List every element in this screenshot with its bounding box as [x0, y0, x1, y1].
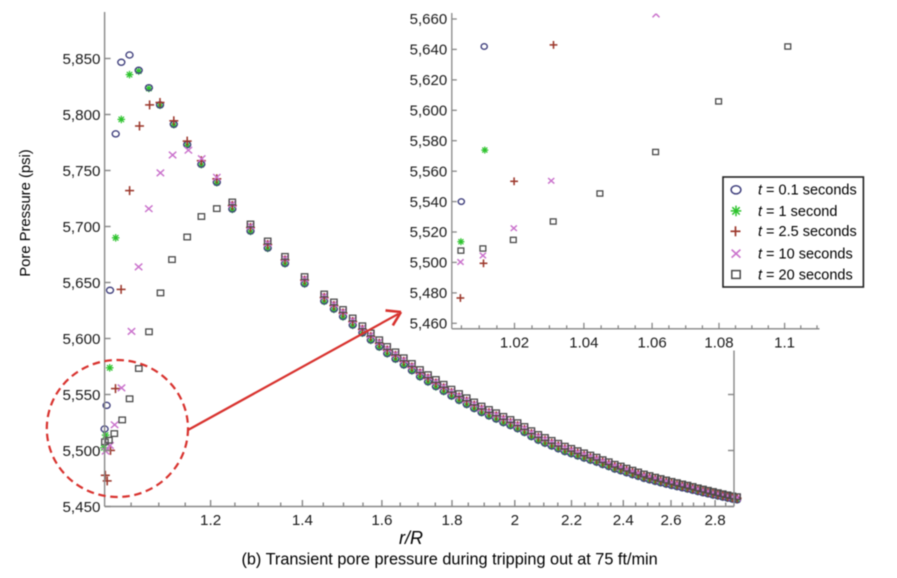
svg-text:1.8: 1.8	[441, 512, 462, 529]
svg-text:5,550: 5,550	[62, 387, 100, 404]
svg-text:5,450: 5,450	[62, 499, 100, 516]
svg-text:5,580: 5,580	[410, 133, 448, 150]
svg-text:5,520: 5,520	[410, 224, 448, 241]
svg-text:5,650: 5,650	[62, 275, 100, 292]
svg-text:r/R: r/R	[399, 528, 423, 548]
svg-text:t = 20 seconds: t = 20 seconds	[758, 267, 853, 283]
svg-text:5,660: 5,660	[410, 11, 448, 28]
svg-text:1.02: 1.02	[500, 335, 529, 352]
svg-text:5,750: 5,750	[62, 163, 100, 180]
svg-text:t = 1 second: t = 1 second	[758, 204, 837, 220]
svg-text:t = 10 seconds: t = 10 seconds	[758, 247, 853, 263]
svg-text:5,500: 5,500	[410, 255, 448, 272]
svg-text:5,560: 5,560	[410, 163, 448, 180]
svg-text:5,850: 5,850	[62, 51, 100, 68]
svg-text:1.08: 1.08	[704, 335, 733, 352]
svg-text:(b) Transient pore pressure du: (b) Transient pore pressure during tripp…	[241, 551, 657, 569]
svg-text:5,600: 5,600	[62, 331, 100, 348]
svg-text:5,460: 5,460	[410, 316, 448, 333]
svg-text:5,640: 5,640	[410, 42, 448, 59]
svg-text:5,480: 5,480	[410, 285, 448, 302]
svg-text:2.8: 2.8	[705, 512, 726, 529]
svg-text:t = 0.1 seconds: t = 0.1 seconds	[758, 183, 857, 199]
svg-text:1.06: 1.06	[637, 335, 666, 352]
svg-text:2: 2	[511, 512, 519, 529]
svg-text:5,800: 5,800	[62, 107, 100, 124]
svg-text:5,620: 5,620	[410, 72, 448, 89]
svg-text:5,500: 5,500	[62, 443, 100, 460]
svg-text:2.6: 2.6	[660, 512, 681, 529]
svg-text:1.6: 1.6	[371, 512, 392, 529]
svg-text:1.4: 1.4	[292, 512, 313, 529]
svg-text:2.2: 2.2	[561, 512, 582, 529]
svg-text:1.04: 1.04	[569, 335, 598, 352]
svg-text:2.4: 2.4	[613, 512, 634, 529]
svg-text:1.2: 1.2	[200, 512, 221, 529]
svg-text:Pore Pressure (psi): Pore Pressure (psi)	[18, 149, 34, 277]
svg-text:5,540: 5,540	[410, 194, 448, 211]
svg-text:5,700: 5,700	[62, 219, 100, 236]
svg-text:t = 2.5 seconds: t = 2.5 seconds	[758, 224, 857, 240]
svg-text:5,600: 5,600	[410, 103, 448, 120]
svg-text:1.1: 1.1	[774, 335, 795, 352]
